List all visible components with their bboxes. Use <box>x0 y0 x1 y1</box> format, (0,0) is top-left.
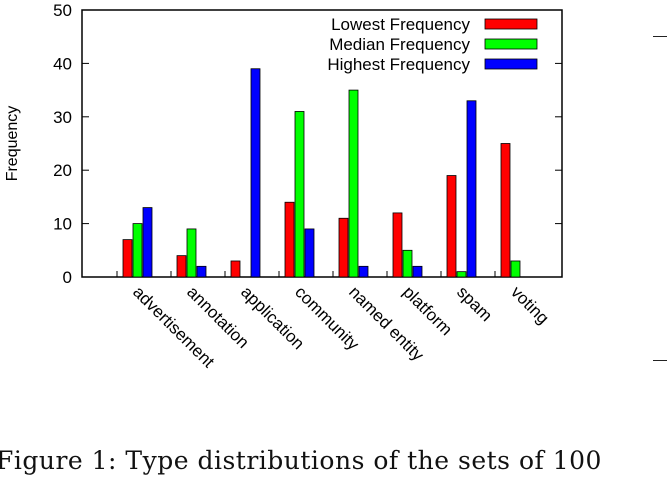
y-tick-label: 20 <box>53 161 72 180</box>
margin-rule <box>653 360 667 361</box>
y-tick-label: 40 <box>53 54 72 73</box>
bar-lowest-frequency <box>446 175 457 278</box>
bar-median-frequency <box>402 249 413 278</box>
bar-highest-frequency <box>304 228 315 278</box>
legend-swatch <box>484 38 538 50</box>
figure-caption: Figure 1: Type distributions of the sets… <box>0 446 602 475</box>
y-axis-label: Frequency <box>4 106 21 182</box>
x-tick-label: voting <box>507 282 553 328</box>
margin-rule <box>653 36 667 37</box>
bar-median-frequency <box>186 228 197 278</box>
bar-lowest-frequency <box>392 212 403 278</box>
legend-swatch <box>484 18 538 30</box>
bar-lowest-frequency <box>230 260 241 278</box>
bar-highest-frequency <box>196 265 207 278</box>
y-tick-label: 10 <box>53 215 72 234</box>
bar-highest-frequency <box>412 265 423 278</box>
legend-label: Highest Frequency <box>327 55 470 74</box>
bar-lowest-frequency <box>338 217 349 278</box>
bar-highest-frequency <box>142 207 153 278</box>
y-tick-label: 30 <box>53 108 72 127</box>
bar-median-frequency <box>456 271 467 278</box>
bar-median-frequency <box>348 89 359 278</box>
legend-swatch <box>484 58 538 70</box>
bar-highest-frequency <box>250 68 261 278</box>
bar-chart: 01020304050Frequencyadvertisementannotat… <box>4 1 563 372</box>
bar-lowest-frequency <box>176 255 187 278</box>
bar-median-frequency <box>132 223 143 278</box>
bar-median-frequency <box>294 111 305 278</box>
bar-median-frequency <box>510 260 521 278</box>
y-tick-label: 50 <box>53 1 72 20</box>
bar-lowest-frequency <box>500 143 511 278</box>
legend-label: Median Frequency <box>329 35 470 54</box>
y-tick-label: 0 <box>63 268 72 287</box>
legend-label: Lowest Frequency <box>331 15 470 34</box>
bar-lowest-frequency <box>284 201 295 278</box>
bar-lowest-frequency <box>122 239 133 278</box>
plot-area: 01020304050Frequencyadvertisementannotat… <box>4 1 563 372</box>
plot-frame <box>81 9 563 278</box>
bar-highest-frequency <box>358 265 369 278</box>
x-tick-label: spam <box>453 282 496 325</box>
bar-highest-frequency <box>466 100 477 278</box>
